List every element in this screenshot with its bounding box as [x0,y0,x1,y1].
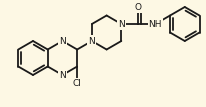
Text: O: O [135,2,142,11]
Text: NH: NH [149,19,162,28]
Text: N: N [118,19,125,28]
Text: N: N [59,71,66,80]
Text: Cl: Cl [73,79,82,88]
Text: N: N [59,36,66,45]
Text: N: N [89,36,95,45]
